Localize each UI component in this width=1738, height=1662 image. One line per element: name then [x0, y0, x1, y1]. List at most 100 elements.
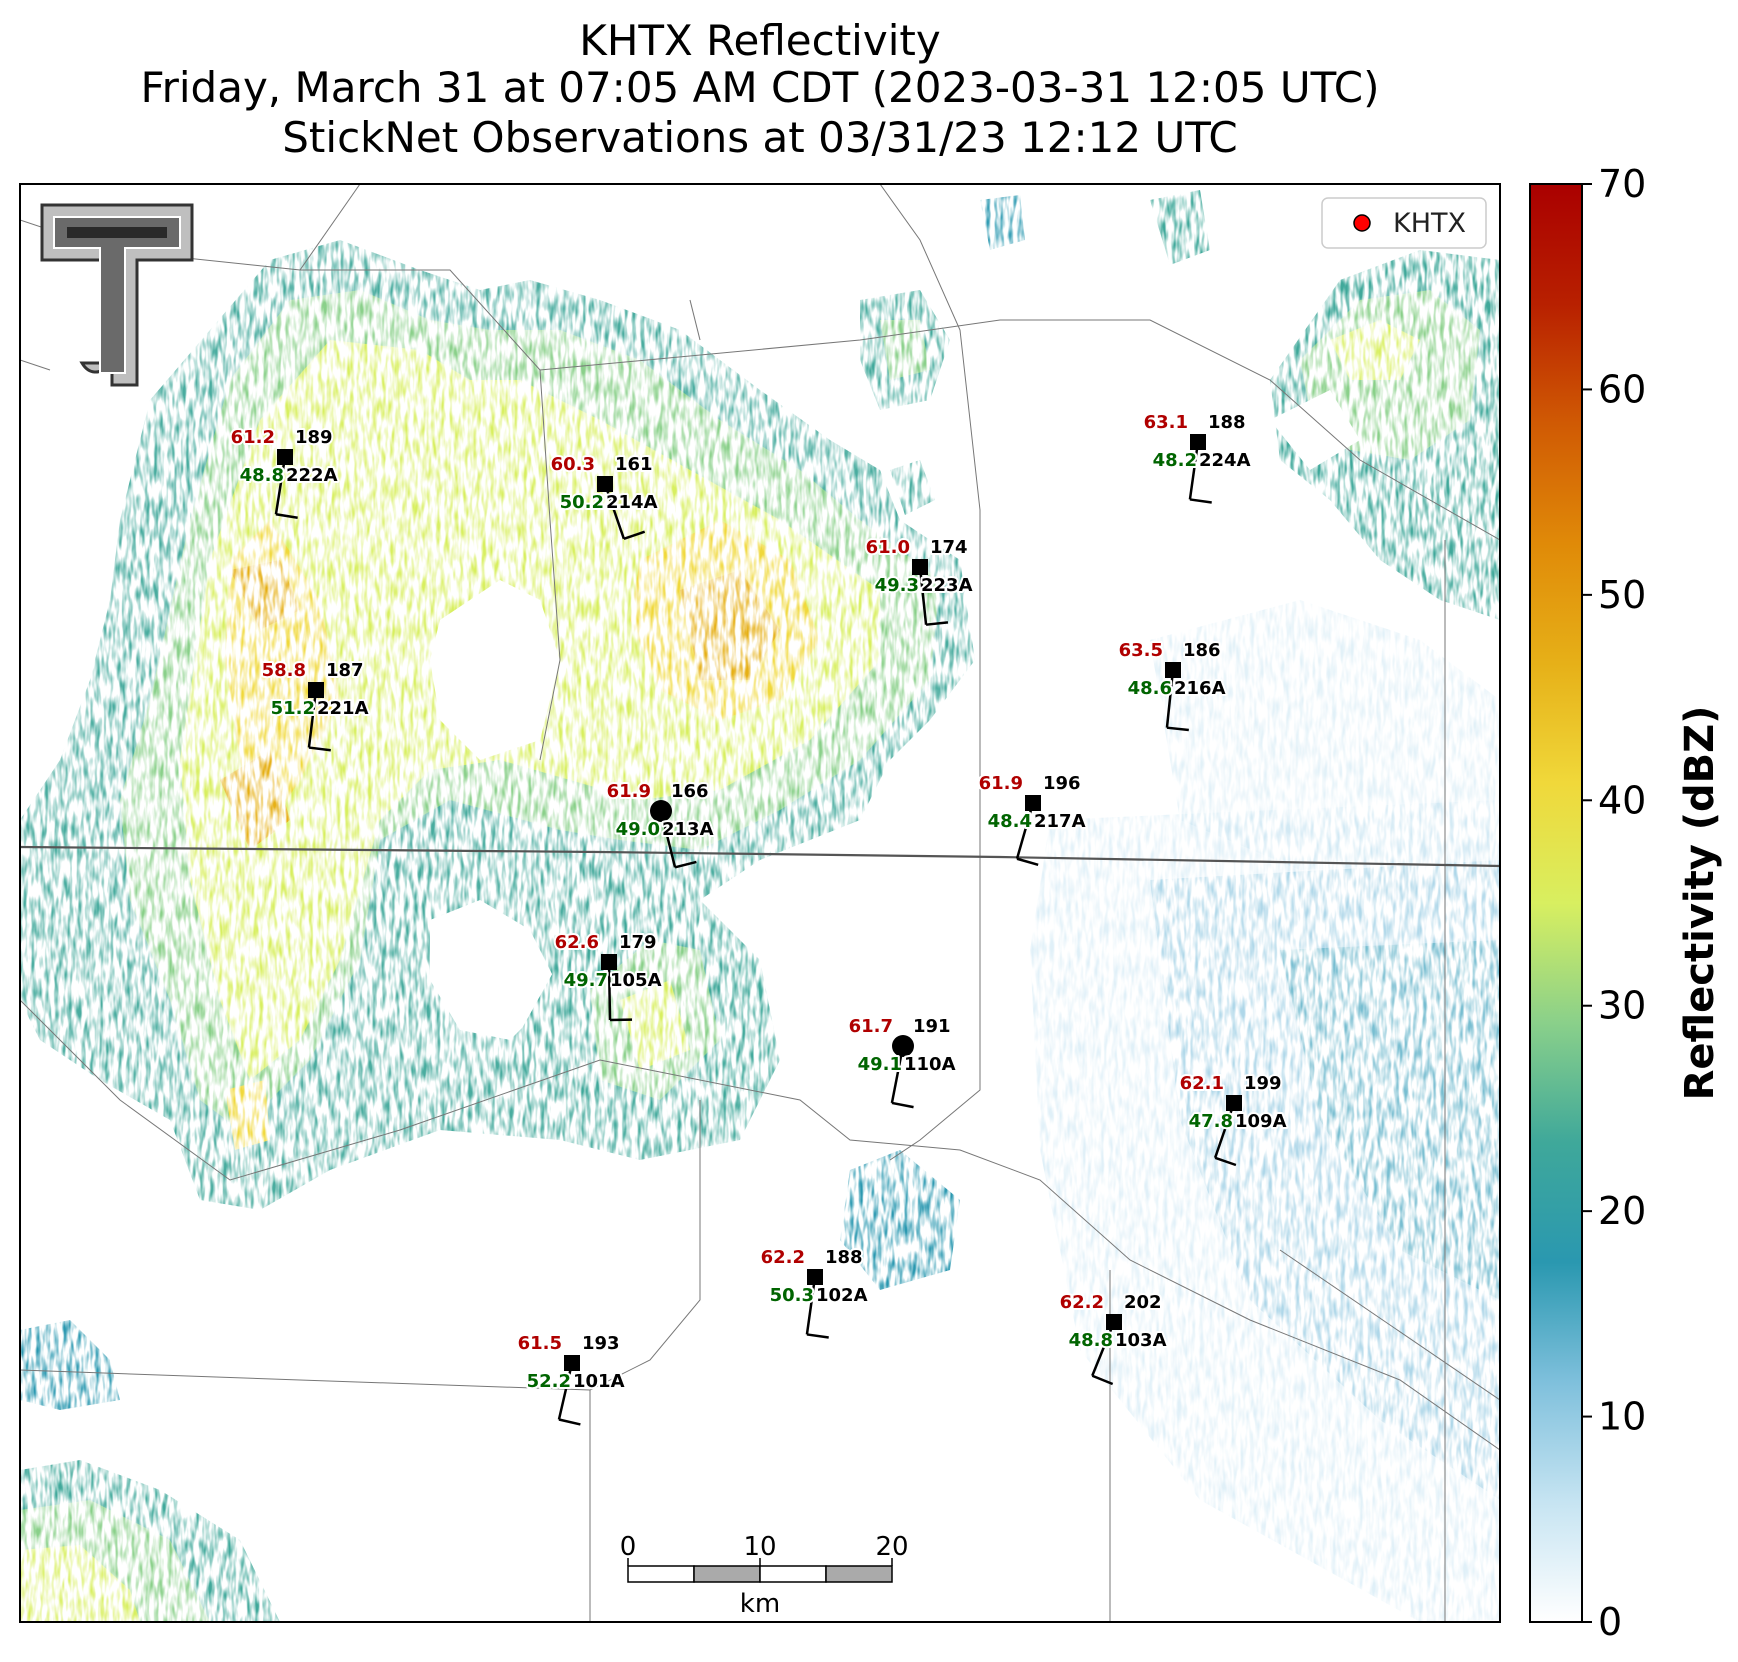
station-dewpoint: 49.7 — [564, 970, 608, 991]
wind-barb-icon — [307, 689, 318, 748]
texas-tech-logo — [40, 203, 194, 387]
scale-bar-tick-2: 20 — [875, 1532, 908, 1562]
station-marker-icon — [277, 449, 293, 465]
station-id: 110A — [904, 1054, 956, 1075]
wind-barb-icon — [603, 483, 626, 540]
scale-bar: 0 10 20 km — [620, 1532, 909, 1619]
map-layers — [20, 184, 1500, 1622]
station-temperature: 63.1 — [1144, 412, 1188, 433]
station-224A[interactable]: 63.1 188 48.2 224A — [1142, 410, 1253, 504]
station-216A[interactable]: 63.5 186 48.6 216A — [1117, 638, 1228, 732]
wind-barb-flag — [806, 1333, 829, 1339]
map-frame — [19, 183, 1501, 1623]
colorbar-tick-label: 40 — [1598, 778, 1646, 822]
colorbar-gradient — [1529, 183, 1583, 1623]
station-marker-icon — [807, 1269, 823, 1285]
station-dewpoint: 48.4 — [988, 811, 1032, 832]
station-id: 105A — [610, 970, 662, 991]
station-marker-icon — [912, 559, 928, 575]
station-102A[interactable]: 62.2 188 50.3 102A — [759, 1245, 870, 1339]
calm-wind-circle-icon — [892, 1035, 914, 1057]
station-id: 214A — [606, 492, 658, 513]
station-wind-direction: 193 — [582, 1333, 620, 1354]
wind-barb-icon — [1015, 802, 1035, 860]
station-dewpoint: 48.2 — [1153, 450, 1197, 471]
radar-site-marker-icon — [1353, 214, 1371, 232]
station-temperature: 61.9 — [607, 781, 651, 802]
station-dewpoint: 48.8 — [1069, 1330, 1113, 1351]
station-dewpoint: 49.0 — [616, 819, 660, 840]
colorbar-tick-label: 30 — [1598, 984, 1646, 1028]
station-214A[interactable]: 60.3 161 50.2 214A — [549, 452, 660, 541]
station-109A[interactable]: 62.1 199 47.8 109A — [1178, 1071, 1289, 1167]
wind-barb-flag — [1189, 498, 1212, 504]
colorbar-tick-label: 20 — [1598, 1189, 1646, 1233]
colorbar: 0 10 20 30 40 50 60 70 Reflectivity (dBZ) — [1529, 162, 1723, 1644]
station-222A[interactable]: 61.2 189 48.8 222A — [229, 425, 340, 519]
wind-barb-icon — [1091, 1321, 1116, 1377]
station-221A[interactable]: 58.8 187 51.2 221A — [260, 658, 371, 752]
wind-barb-flag — [1016, 857, 1039, 867]
wind-barb-icon — [1165, 669, 1175, 728]
wind-barb-icon — [607, 961, 612, 1021]
station-temperature: 61.2 — [231, 427, 275, 448]
scale-bar-tick-0: 0 — [620, 1532, 637, 1562]
station-marker-icon — [564, 1355, 580, 1371]
station-temperature: 61.7 — [849, 1016, 893, 1037]
state-boundary — [20, 845, 1500, 868]
station-marker-icon — [1165, 662, 1181, 678]
station-id: 213A — [662, 819, 714, 840]
wind-barb-flag — [308, 746, 331, 752]
station-dewpoint: 50.2 — [560, 492, 604, 513]
station-marker-icon — [1190, 434, 1206, 450]
station-temperature: 58.8 — [262, 660, 306, 681]
wind-barb-flag — [674, 860, 697, 869]
colorbar-tick-label: 50 — [1598, 573, 1646, 617]
station-wind-direction: 174 — [930, 537, 968, 558]
colorbar-tick-label: 70 — [1598, 162, 1646, 206]
title-line-3: StickNet Observations at 03/31/23 12:12 … — [282, 113, 1238, 162]
station-temperature: 60.3 — [551, 454, 595, 475]
station-101A[interactable]: 61.5 193 52.2 101A — [516, 1331, 627, 1426]
legend-box: KHTX — [1321, 197, 1487, 249]
station-103A[interactable]: 62.2 202 48.8 103A — [1058, 1290, 1169, 1386]
station-wind-direction: 196 — [1043, 773, 1081, 794]
station-wind-direction: 191 — [913, 1016, 951, 1037]
station-213A[interactable]: 61.9 166 49.0 213A — [605, 779, 716, 869]
station-temperature: 62.1 — [1180, 1073, 1224, 1094]
station-wind-direction: 166 — [671, 781, 709, 802]
station-id: 221A — [317, 698, 369, 719]
wind-barb-flag — [1091, 1374, 1114, 1386]
station-id: 224A — [1199, 450, 1251, 471]
station-110A[interactable]: 61.7 191 49.1 110A — [847, 1014, 958, 1109]
wind-barb-icon — [274, 456, 287, 515]
wind-barb-flag — [1166, 726, 1189, 732]
station-dewpoint: 49.3 — [875, 575, 919, 596]
wind-barb-flag — [1214, 1156, 1237, 1167]
scale-bar-unit: km — [740, 1589, 780, 1619]
wind-barb-icon — [1213, 1102, 1236, 1159]
wind-barb-icon — [918, 566, 928, 625]
station-217A[interactable]: 61.9 196 48.4 217A — [977, 771, 1088, 867]
wind-barb-flag — [891, 1101, 914, 1109]
wind-barb-icon — [557, 1362, 574, 1420]
wind-barb-flag — [623, 530, 646, 541]
station-dewpoint: 52.2 — [527, 1371, 571, 1392]
station-wind-direction: 179 — [619, 932, 657, 953]
station-105A[interactable]: 62.6 179 49.7 105A — [553, 930, 664, 1022]
station-wind-direction: 187 — [326, 660, 364, 681]
station-id: 222A — [286, 465, 338, 486]
wind-barb-icon — [805, 1276, 817, 1335]
station-id: 223A — [921, 575, 973, 596]
station-223A[interactable]: 61.0 174 49.3 223A — [864, 535, 975, 626]
station-id: 101A — [573, 1371, 625, 1392]
station-dewpoint: 48.8 — [240, 465, 284, 486]
reflectivity-echoes — [20, 190, 1500, 1622]
title-line-2: Friday, March 31 at 07:05 AM CDT (2023-0… — [140, 63, 1380, 112]
station-dewpoint: 50.3 — [770, 1285, 814, 1306]
station-wind-direction: 202 — [1124, 1292, 1162, 1313]
legend-label: KHTX — [1393, 208, 1466, 239]
station-marker-icon — [1025, 795, 1041, 811]
